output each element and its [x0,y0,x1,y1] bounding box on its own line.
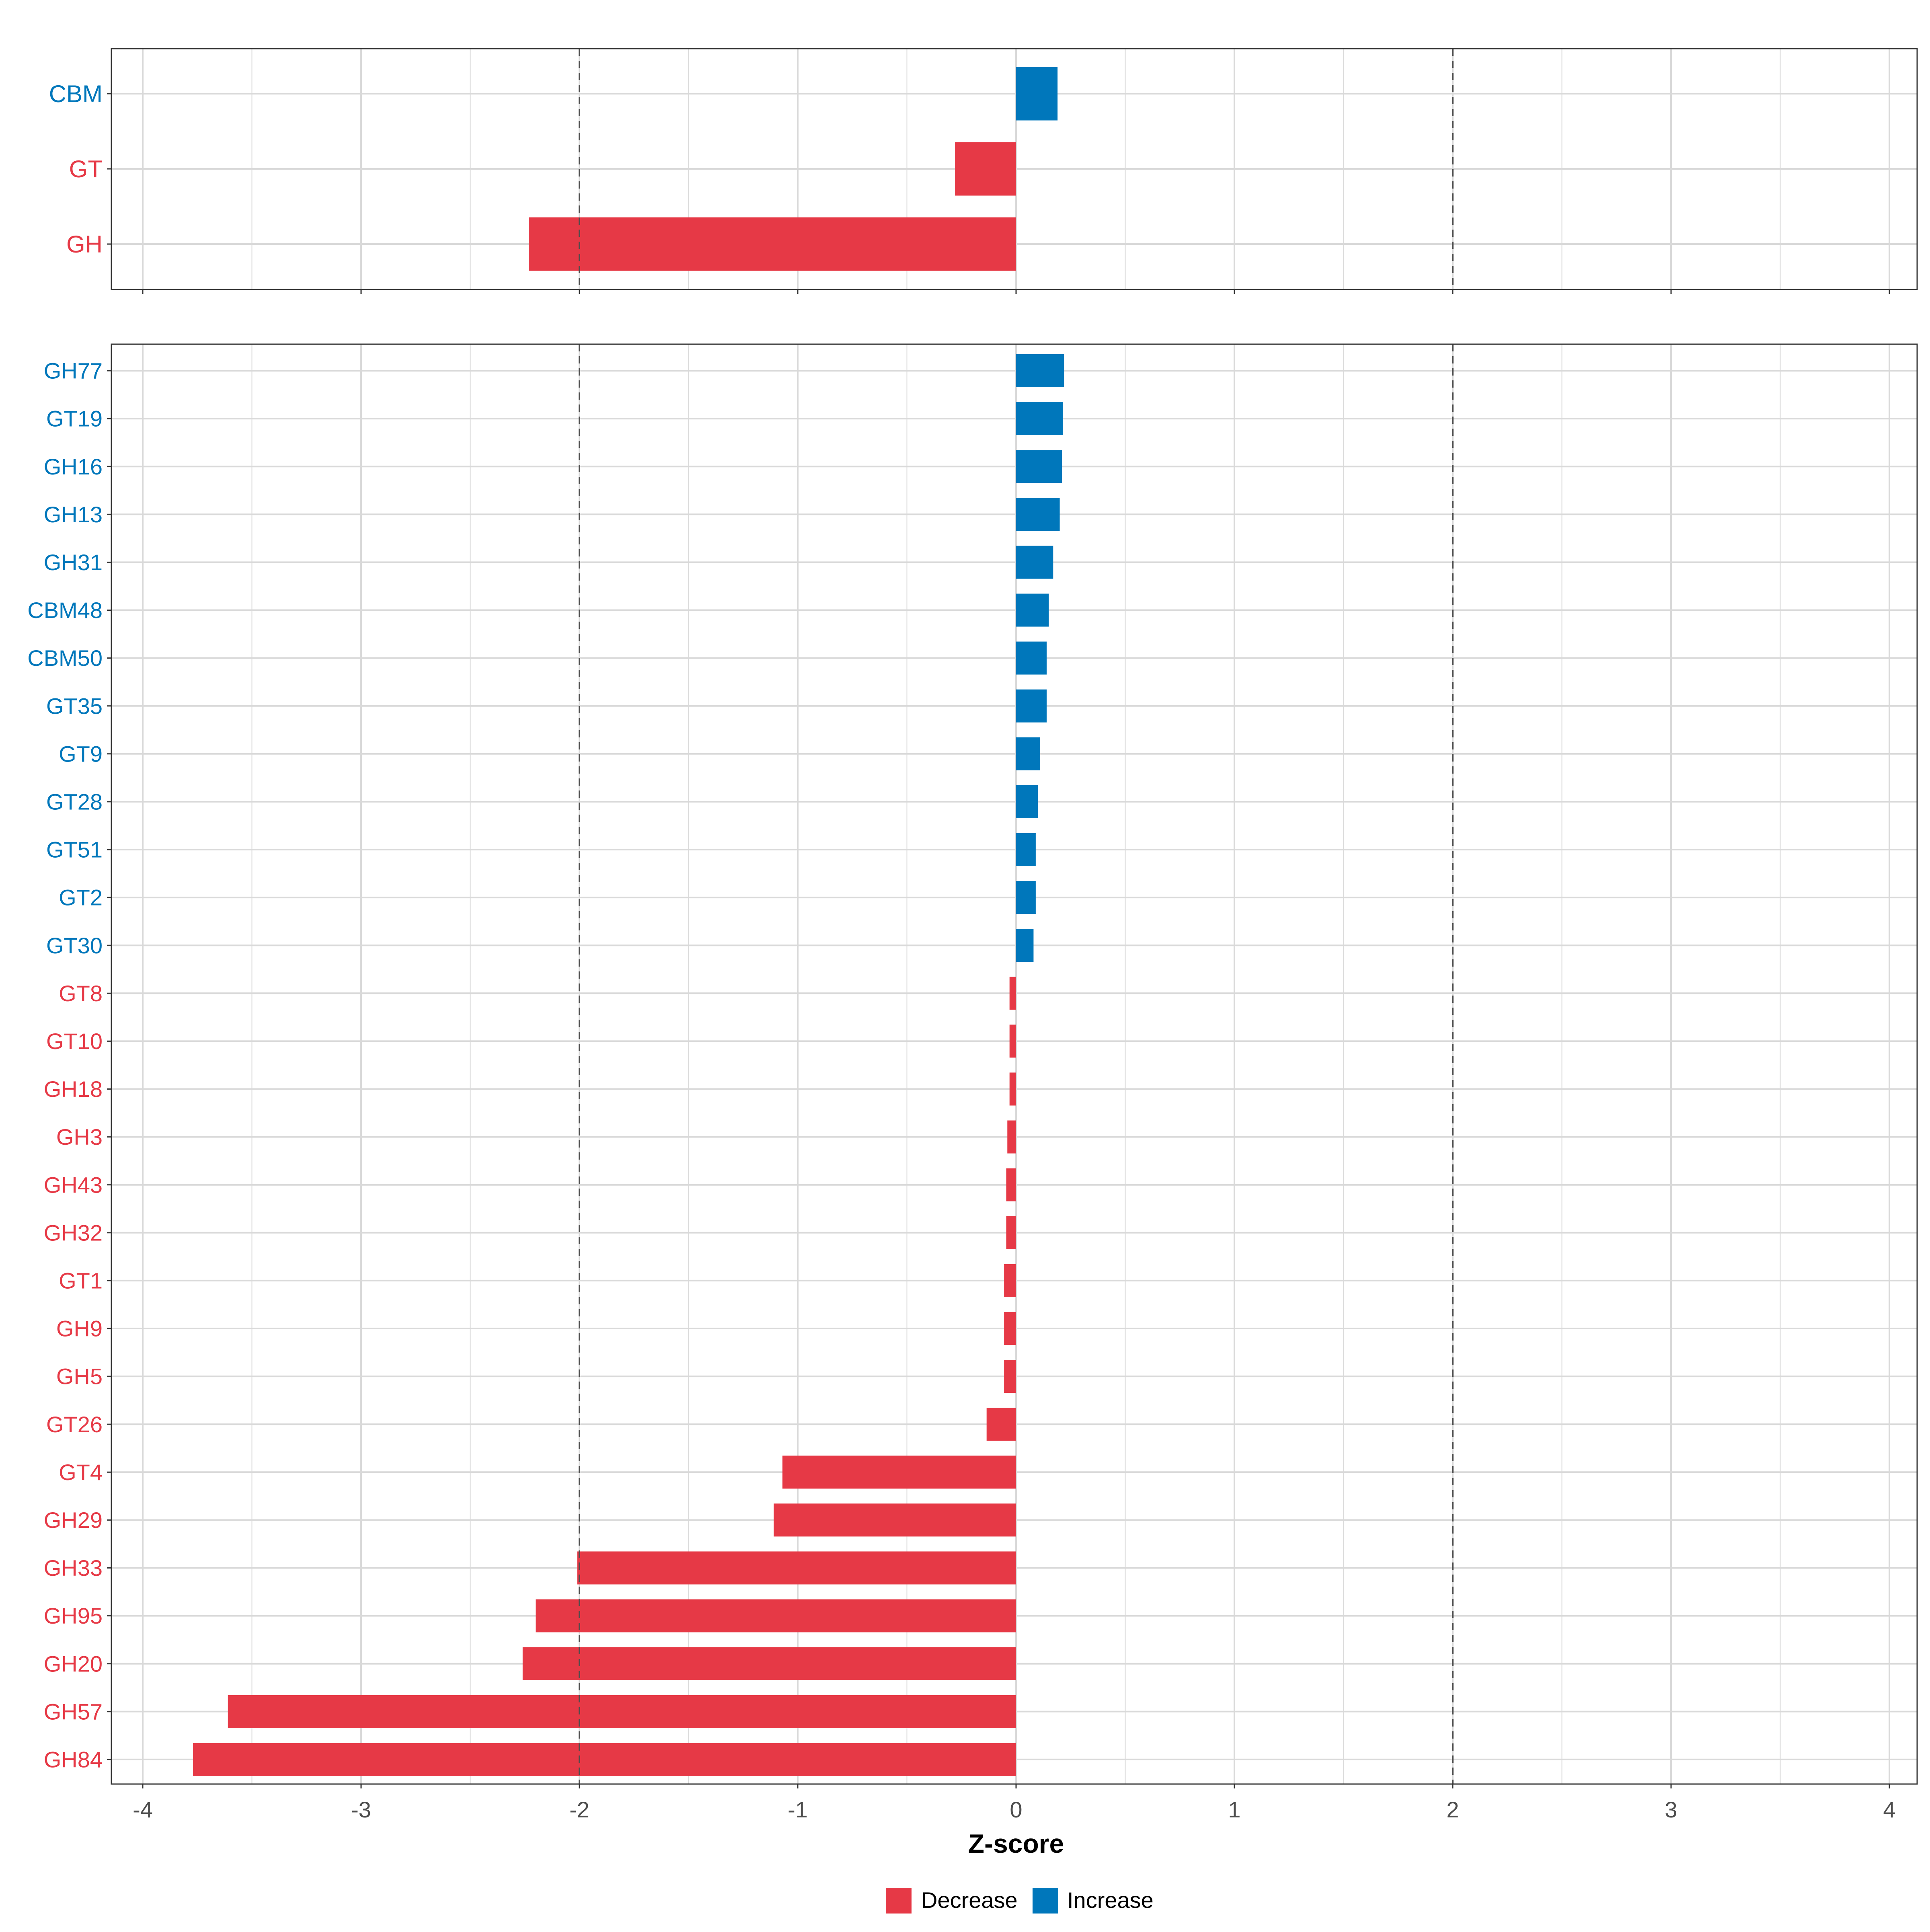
y-tick-label-gt: GT [69,156,103,183]
panel-top: CBM GT GH [49,48,1918,294]
y-tick-label-gh84: GH84 [44,1747,103,1772]
bar-gh16 [1016,450,1062,483]
x-tick-label: 4 [1883,1797,1895,1822]
bar-gt1 [1004,1264,1016,1297]
y-tick-label-gt28: GT28 [46,789,103,815]
y-tick-label-gh5: GH5 [56,1364,103,1389]
y-tick-label-gh33: GH33 [44,1555,103,1581]
y-tick-label-gh: GH [66,231,103,258]
bar-gt8 [1009,977,1016,1010]
bar-cbm48 [1016,593,1049,627]
bar-cbm [1016,67,1058,121]
legend-label-increase: Increase [1067,1887,1154,1913]
legend-swatch-decrease [886,1888,912,1914]
panel-bottom: GH77 GT19 GH16 GH13 GH31 CBM48 CBM50 GT35 GT9 GT2… [27,343,1918,1788]
y-tick-label-gh3: GH3 [56,1124,103,1150]
bar-gt30 [1016,929,1034,962]
y-tick-label-cbm: CBM [49,80,103,107]
bar-gh77 [1016,354,1064,387]
x-tick-label: -2 [569,1797,589,1822]
y-tick-label-gt26: GT26 [46,1412,103,1437]
panel-border [111,343,1918,1785]
y-tick-label-gh77: GH77 [44,358,103,384]
bar-gh20 [522,1647,1016,1680]
x-tick-label: -4 [133,1797,153,1822]
bar-cbm50 [1016,641,1047,675]
x-tick-label: 0 [1010,1797,1022,1822]
bar-gh [529,217,1016,271]
bar-gh33 [577,1551,1016,1585]
bar-gh84 [193,1743,1016,1776]
y-tick-label-gt2: GT2 [59,885,103,910]
y-tick-label-gh43: GH43 [44,1172,103,1197]
y-tick-label-gh16: GH16 [44,454,103,479]
y-tick-label-gt1: GT1 [59,1268,103,1293]
y-tick-label-gt51: GT51 [46,837,103,862]
y-tick-label-gh32: GH32 [44,1220,103,1245]
bar-gh43 [1006,1168,1016,1201]
legend: Decrease Increase [886,1887,1154,1914]
bar-gt28 [1016,785,1038,818]
bar-gh32 [1006,1216,1016,1249]
bar-gt2 [1016,881,1036,914]
bar-gh18 [1009,1072,1016,1106]
x-tick-label: -1 [788,1797,808,1822]
bar-gh9 [1004,1312,1016,1345]
bar-gh5 [1004,1360,1016,1393]
x-tick-label: 2 [1446,1797,1459,1822]
y-tick-label-gh9: GH9 [56,1316,103,1341]
x-tick-label: 3 [1665,1797,1677,1822]
legend-swatch-increase [1033,1888,1058,1914]
y-tick-label-gh18: GH18 [44,1076,103,1102]
bar-gt19 [1016,402,1063,435]
bar-gt10 [1009,1025,1016,1058]
bar-gt9 [1016,737,1040,770]
y-tick-label-gh20: GH20 [44,1651,103,1676]
x-axis: -4 -3 -2 -1 0 1 2 3 4 [133,1797,1895,1822]
y-tick-label-gh57: GH57 [44,1699,103,1724]
y-tick-label-gt8: GT8 [59,981,103,1006]
y-tick-label-gt10: GT10 [46,1029,103,1054]
bar-gt [955,142,1016,196]
y-tick-label-cbm48: CBM48 [27,597,103,623]
bar-gt35 [1016,689,1047,723]
y-tick-label-gh31: GH31 [44,550,103,575]
bar-gh29 [774,1503,1016,1537]
y-tick-label-gh95: GH95 [44,1603,103,1628]
y-tick-label-gt35: GT35 [46,693,103,719]
bar-gt51 [1016,833,1036,866]
legend-label-decrease: Decrease [921,1887,1018,1913]
bar-gh3 [1007,1120,1016,1154]
x-tick-label: 1 [1228,1797,1240,1822]
bar-gt4 [782,1456,1016,1489]
y-tick-label-gt19: GT19 [46,406,103,431]
y-tick-label-gh13: GH13 [44,502,103,527]
bar-gh13 [1016,498,1060,531]
y-tick-label-cbm50: CBM50 [27,645,103,671]
y-tick-label-gt30: GT30 [46,933,103,958]
bar-gh95 [536,1599,1016,1632]
y-tick-label-gh29: GH29 [44,1507,103,1533]
x-tick-label: -3 [351,1797,371,1822]
x-axis-label: Z-score [968,1829,1064,1858]
bar-gh57 [228,1695,1016,1728]
y-tick-label-gt9: GT9 [59,741,103,766]
bar-gt26 [986,1408,1016,1441]
y-tick-label-gt4: GT4 [59,1460,103,1485]
bar-gh31 [1016,546,1053,579]
